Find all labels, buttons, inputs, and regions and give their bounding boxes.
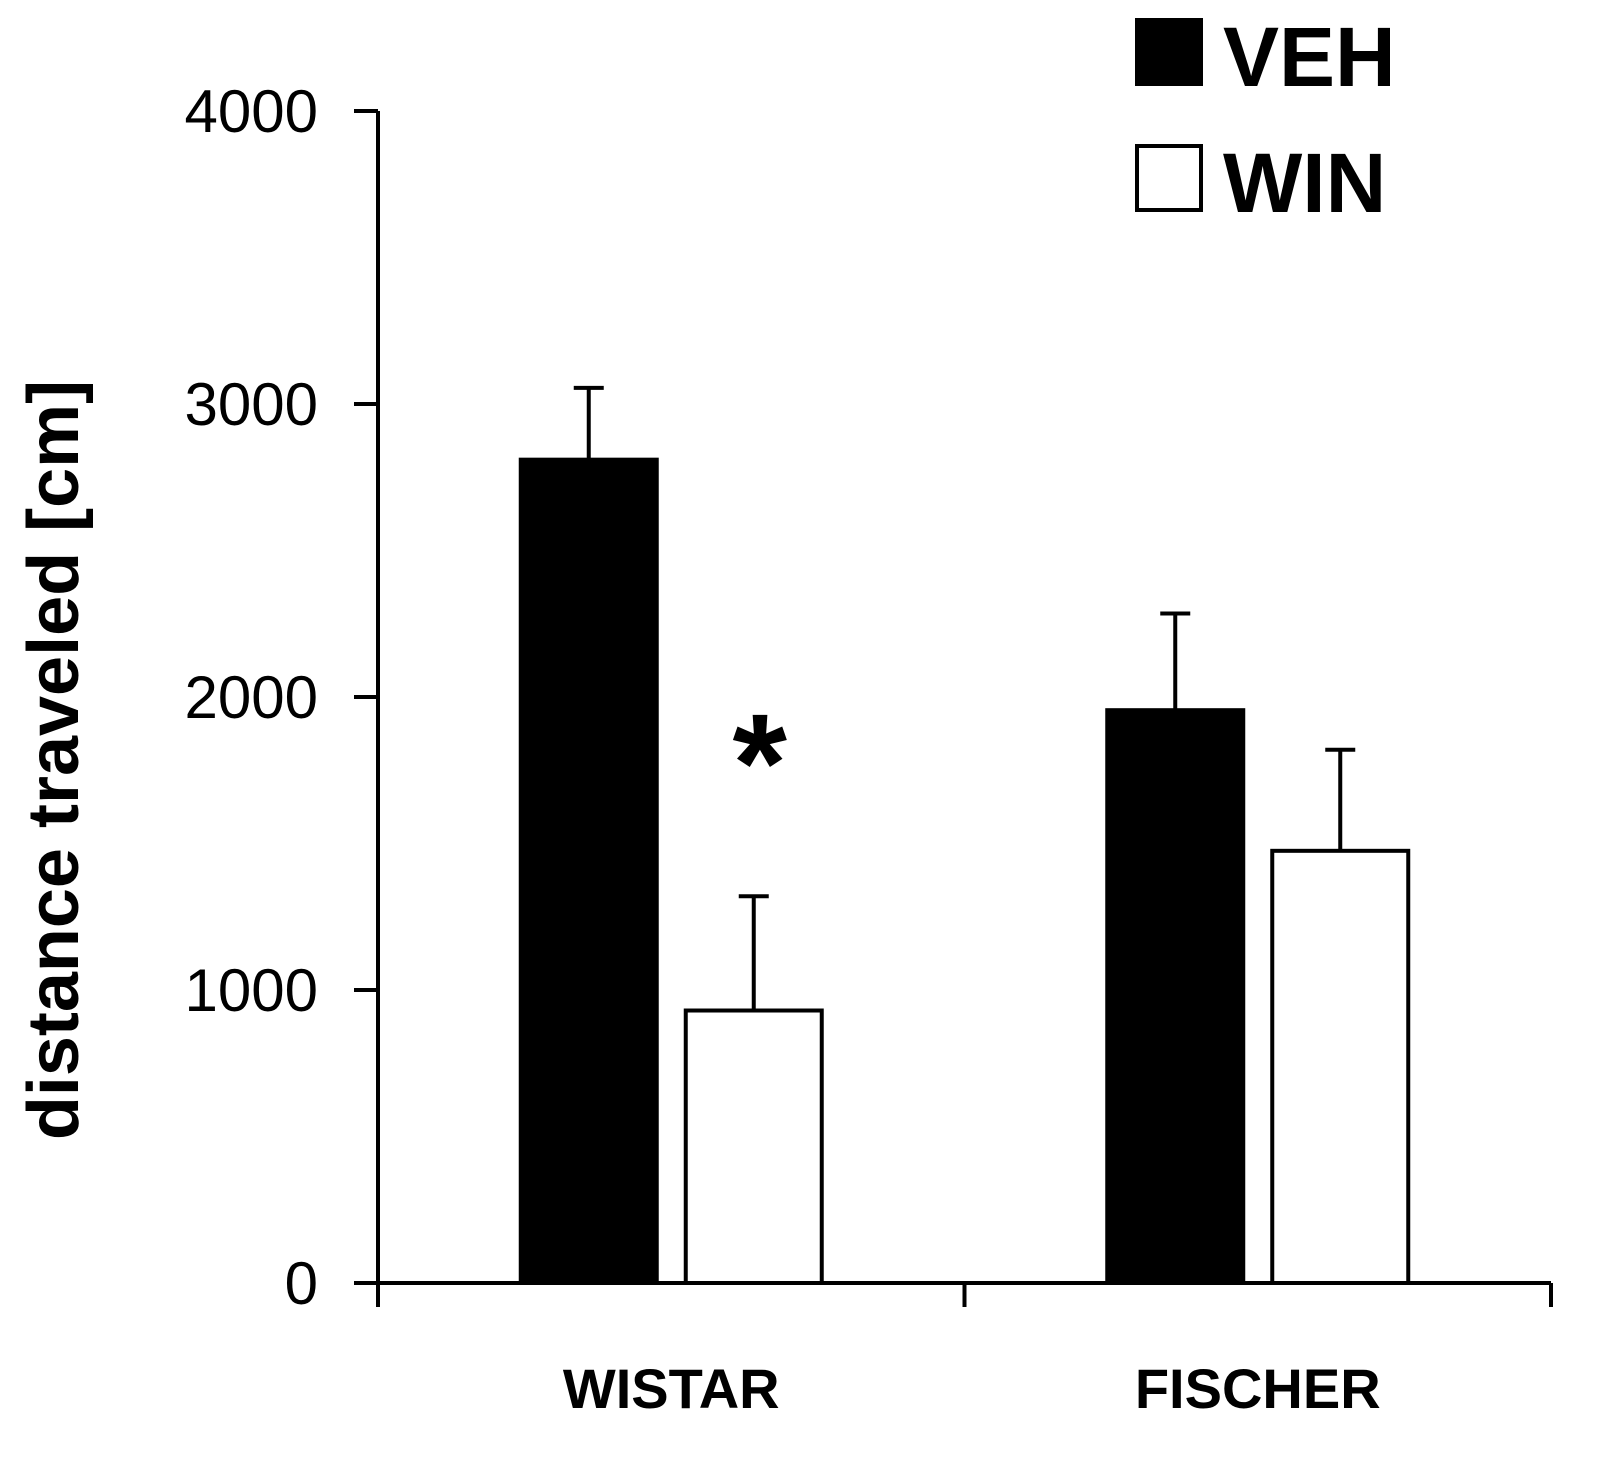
y-tick-label: 3000 xyxy=(185,371,318,438)
y-tick-label: 4000 xyxy=(185,78,318,145)
legend-swatch-win xyxy=(1135,144,1203,212)
bars xyxy=(518,385,1411,1286)
x-tick-label: FISCHER xyxy=(1135,1357,1381,1420)
legend-swatch-veh xyxy=(1135,18,1203,86)
legend-label-veh: VEH xyxy=(1223,10,1396,104)
y-tick-label: 1000 xyxy=(185,957,318,1024)
x-tick-label: WISTAR xyxy=(563,1357,780,1420)
y-tick-label: 0 xyxy=(285,1250,318,1317)
bar-veh-wistar xyxy=(518,457,659,1286)
y-axis-label: distance traveled [cm] xyxy=(14,380,94,1140)
y-tick-label: 2000 xyxy=(185,664,318,731)
bar-veh-fischer xyxy=(1105,708,1246,1285)
legend: VEH WIN xyxy=(1135,10,1396,230)
labels: 0 1000 2000 3000 4000 * WISTAR FISCHER xyxy=(185,78,1381,1420)
significance-annotation: * xyxy=(733,684,788,841)
bar-win-wistar xyxy=(683,1008,824,1285)
bar-win-fischer xyxy=(1270,848,1411,1285)
legend-label-win: WIN xyxy=(1223,136,1386,230)
